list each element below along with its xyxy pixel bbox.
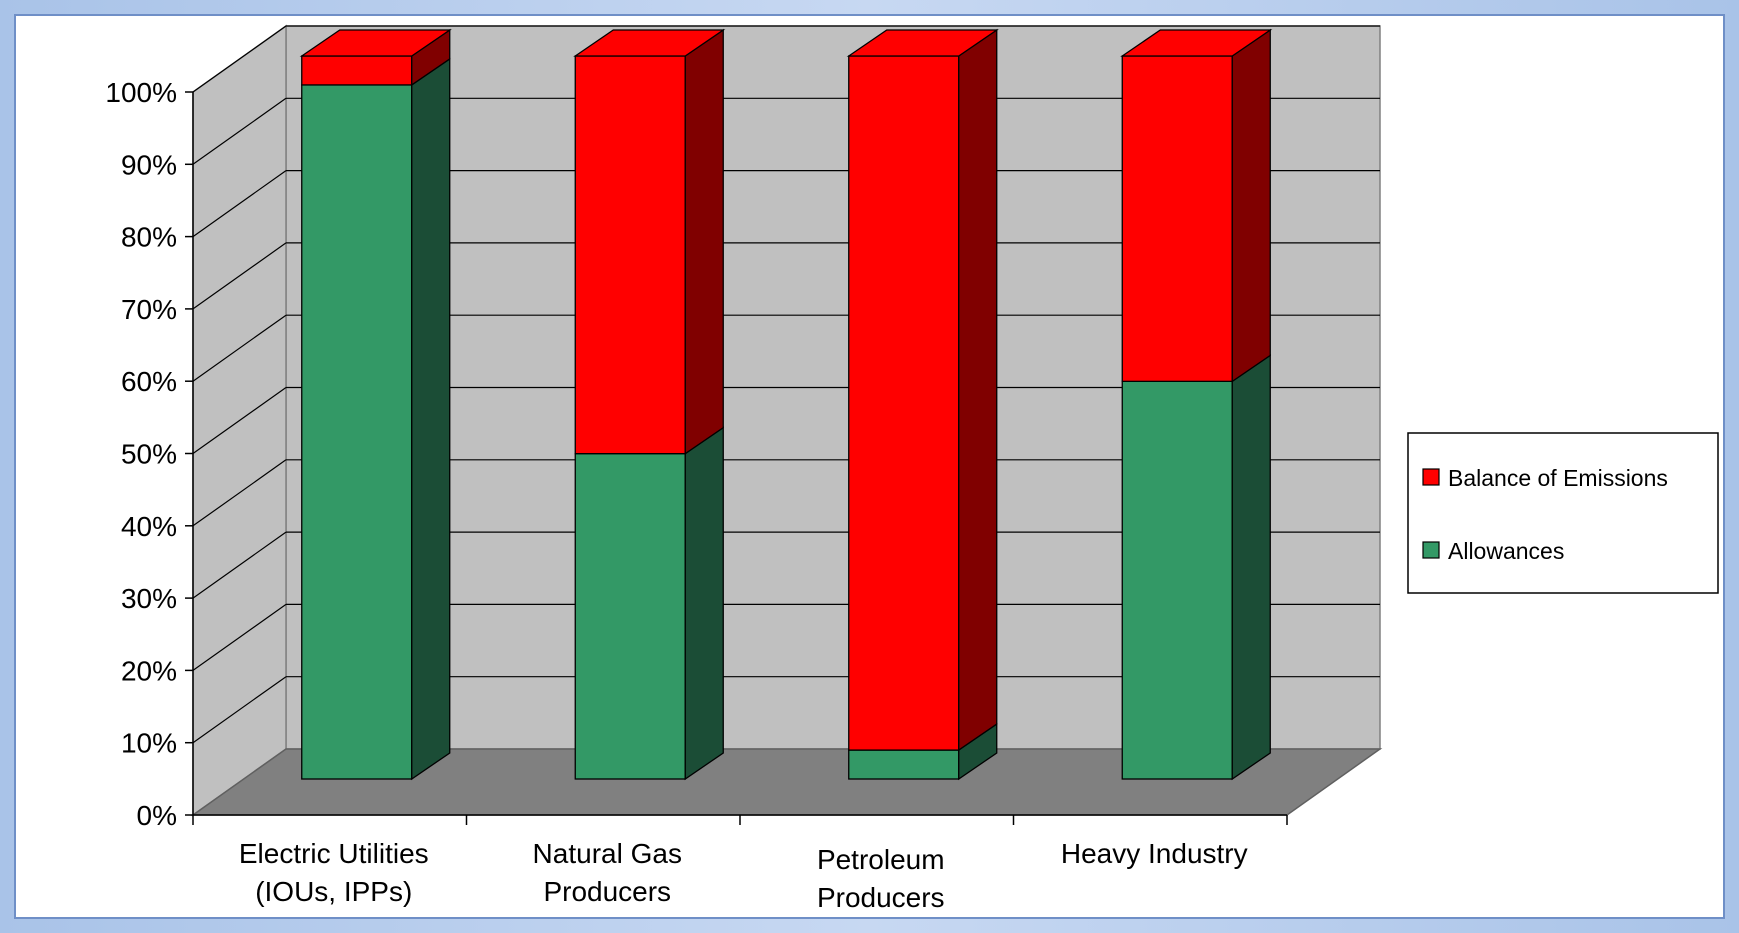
y-tick-label: 50%: [121, 439, 177, 470]
bar-top: [299, 29, 452, 57]
bar-side: [958, 28, 998, 752]
bar-allowances: [301, 84, 413, 780]
x-category-label: (IOUs, IPPs): [255, 876, 412, 907]
x-category-label: Heavy Industry: [1061, 838, 1248, 869]
gridline-side: [192, 242, 287, 310]
gridline-side: [192, 676, 287, 744]
y-tick-label: 60%: [121, 366, 177, 397]
legend-label: Allowances: [1448, 538, 1564, 564]
bar-side: [411, 57, 451, 781]
bar-top: [846, 29, 999, 57]
x-category-label: Electric Utilities: [239, 838, 429, 869]
bar-allowances: [1121, 380, 1233, 780]
legend-box: [1407, 432, 1719, 594]
gridline-side: [192, 314, 287, 382]
bar-top: [1120, 29, 1273, 57]
bar-allowances: [848, 749, 960, 780]
gridline-side: [192, 97, 287, 165]
bar-balance-of-emissions: [301, 55, 413, 86]
x-category-label: Producers: [817, 882, 945, 913]
bar-top: [573, 29, 726, 57]
gridline-side: [192, 170, 287, 238]
bar-balance-of-emissions: [574, 55, 686, 455]
legend-swatch: [1422, 541, 1440, 559]
x-category-label: Petroleum: [817, 844, 945, 875]
y-tick-label: 100%: [105, 77, 177, 108]
y-tick-label: 10%: [121, 728, 177, 759]
legend-label: Balance of Emissions: [1448, 465, 1668, 491]
y-tick-label: 30%: [121, 583, 177, 614]
bar-allowances: [574, 452, 686, 780]
y-tick-label: 70%: [121, 294, 177, 325]
gridline-side: [192, 459, 287, 527]
bar-side: [684, 28, 724, 455]
y-tick-label: 20%: [121, 655, 177, 686]
bar-balance-of-emissions: [848, 55, 960, 751]
x-category-label: Natural Gas: [533, 838, 682, 869]
gridline-side: [192, 603, 287, 671]
gridline-side: [192, 387, 287, 454]
bar-side: [684, 426, 724, 781]
bar-balance-of-emissions: [1121, 55, 1233, 383]
gridline-side: [192, 531, 287, 599]
y-tick-label: 80%: [121, 222, 177, 253]
y-tick-label: 0%: [137, 800, 177, 831]
bar-side: [1231, 28, 1271, 383]
y-tick-label: 40%: [121, 511, 177, 542]
x-category-label: Producers: [543, 876, 671, 907]
y-tick-label: 90%: [121, 149, 177, 180]
bar-side: [1231, 354, 1271, 781]
gridline-side: [192, 25, 287, 93]
legend-swatch: [1422, 468, 1440, 486]
